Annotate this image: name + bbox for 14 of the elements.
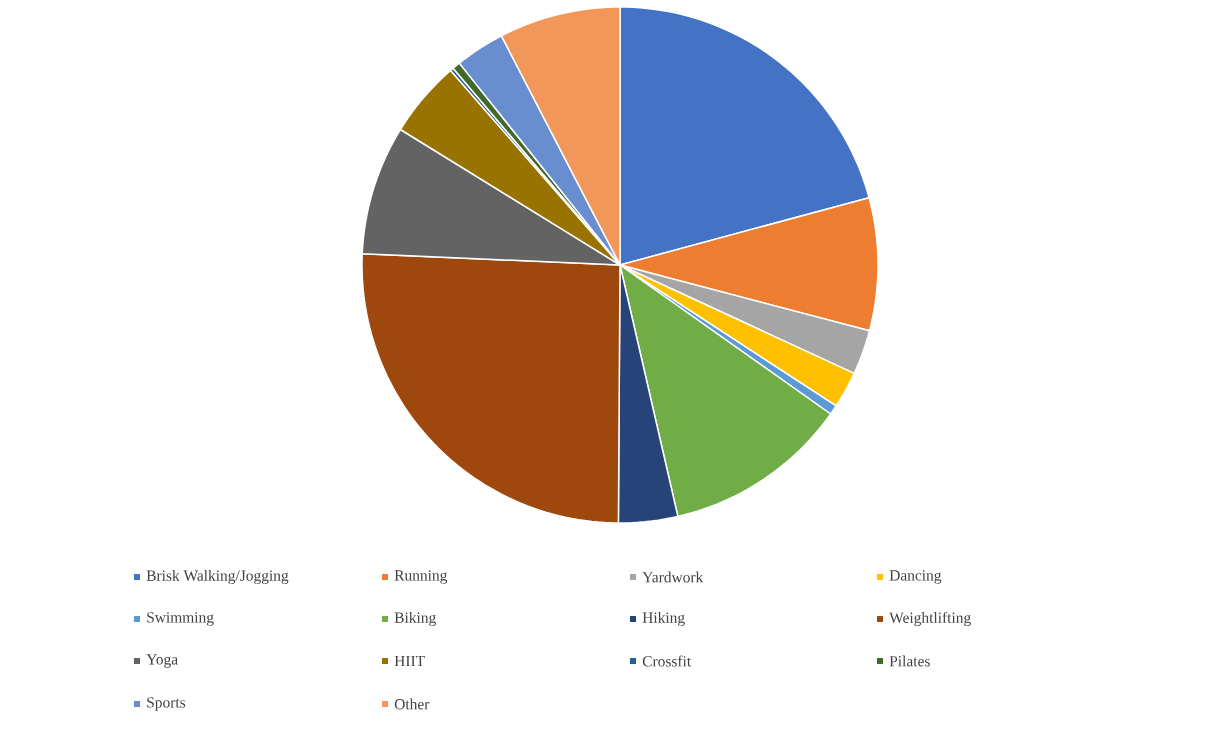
legend-label: Yoga <box>146 654 178 668</box>
legend-label: Dancing <box>889 570 942 584</box>
legend-label: Crossfit <box>642 655 692 667</box>
legend-label: Running <box>394 570 448 584</box>
legend-label: Weightlifting <box>889 611 971 627</box>
legend-label: Hiking <box>642 611 685 627</box>
legend-label: Other <box>394 698 430 710</box>
legend-label: Swimming <box>147 612 214 626</box>
legend-label: Sports <box>147 697 186 711</box>
legend-label: Pilates <box>889 655 930 667</box>
legend-label: Biking <box>394 611 436 627</box>
legend-label: Brisk Walking/Jogging <box>146 569 289 585</box>
legend-label: HIIT <box>394 655 425 667</box>
legend-label: Yardwork <box>642 571 704 583</box>
